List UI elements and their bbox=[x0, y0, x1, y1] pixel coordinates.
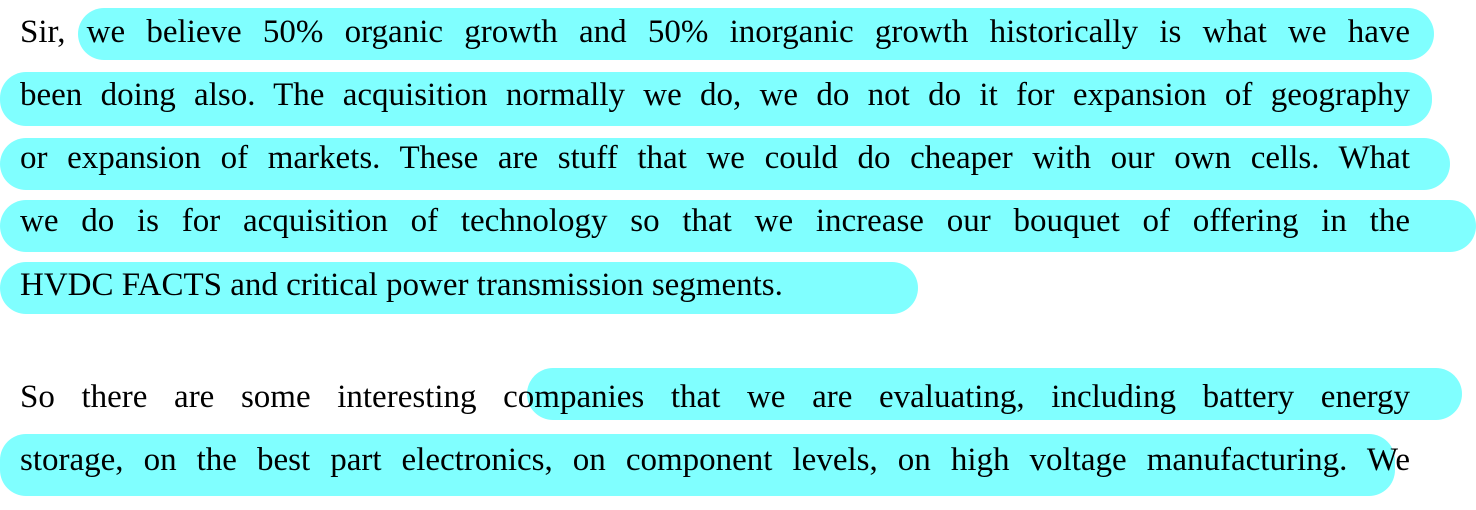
highlight bbox=[0, 262, 918, 314]
highlight bbox=[0, 434, 1395, 496]
text-line: storage, on the best part electronics, o… bbox=[20, 442, 1410, 478]
text-line: or expansion of markets. These are stuff… bbox=[20, 140, 1410, 176]
highlight bbox=[0, 200, 1476, 252]
text-line: Sir, we believe 50% organic growth and 5… bbox=[20, 14, 1410, 50]
highlight bbox=[78, 8, 1434, 60]
highlight bbox=[527, 368, 1462, 420]
highlight bbox=[0, 72, 1432, 126]
text-line: we do is for acquisition of technology s… bbox=[20, 203, 1410, 239]
text-line: So there are some interesting companies … bbox=[20, 379, 1410, 415]
text-line: been doing also. The acquisition normall… bbox=[20, 77, 1410, 113]
highlight bbox=[0, 138, 1450, 190]
text-line: HVDC FACTS and critical power transmissi… bbox=[20, 267, 783, 303]
